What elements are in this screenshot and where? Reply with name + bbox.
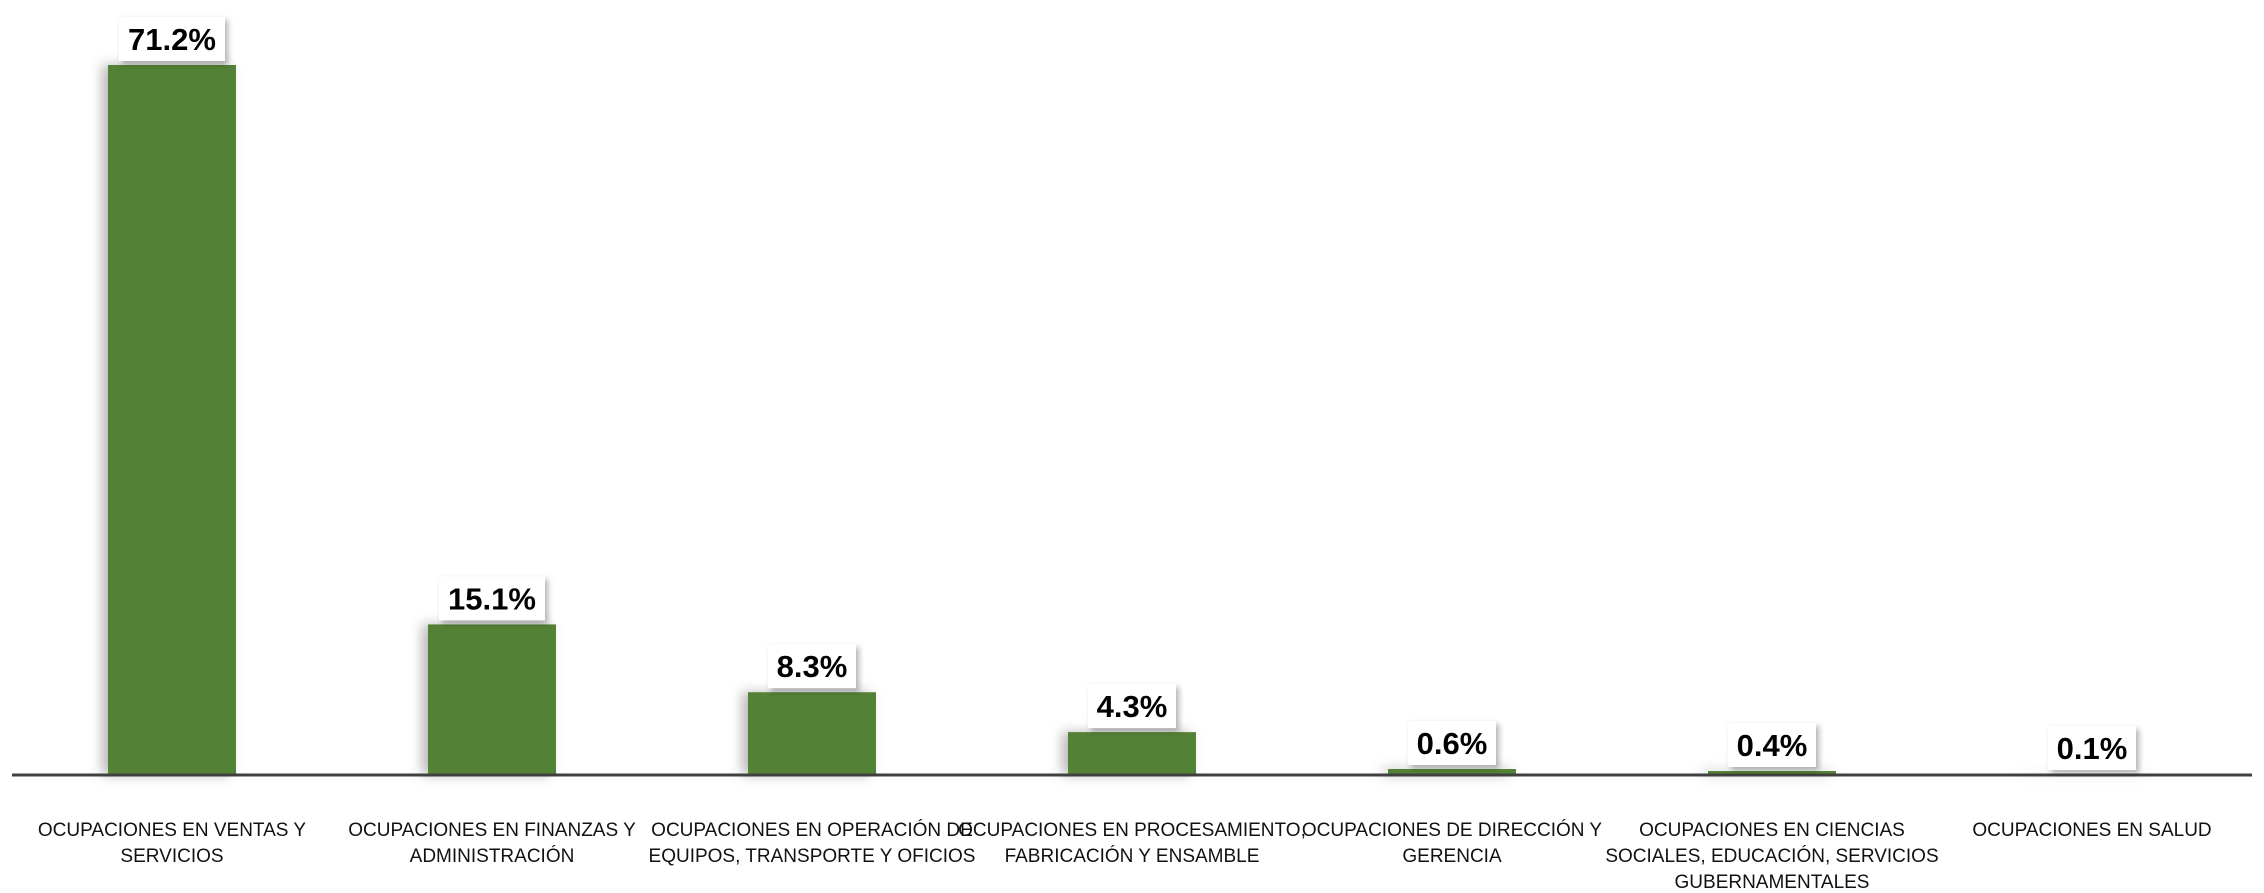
category-label-line: OCUPACIONES DE DIRECCIÓN Y <box>1302 819 1603 841</box>
category-label-line: GERENCIA <box>1402 846 1502 867</box>
category-label-2: OCUPACIONES EN FINANZAS Y ADMINISTRACIÓN <box>348 820 636 867</box>
category-label-line: EQUIPOS, TRANSPORTE Y OFICIOS <box>649 846 976 867</box>
data-label-1: 71.2% <box>128 22 216 57</box>
bar-6 <box>1708 771 1836 775</box>
category-label-3: OCUPACIONES EN OPERACIÓN DE EQUIPOS, TRAN… <box>649 819 976 867</box>
data-label-6: 0.4% <box>1737 728 1808 763</box>
data-label-3: 8.3% <box>777 649 848 684</box>
data-label-5: 0.6% <box>1417 726 1488 761</box>
category-label-line: OCUPACIONES EN CIENCIAS <box>1639 820 1905 841</box>
category-label-line: SERVICIOS <box>120 846 223 867</box>
category-label-line: FABRICACIÓN Y ENSAMBLE <box>1005 845 1260 867</box>
data-label-box-5 <box>1408 721 1496 766</box>
data-label-4: 4.3% <box>1097 689 1168 724</box>
category-label-line: OCUPACIONES EN PROCESAMIENTO, <box>958 820 1306 841</box>
category-label-line: ADMINISTRACIÓN <box>410 845 575 867</box>
data-label-box-2 <box>439 576 545 621</box>
category-label-line: OCUPACIONES EN VENTAS Y <box>38 820 306 841</box>
bar-5 <box>1388 769 1516 775</box>
data-label-box-4 <box>1088 684 1176 729</box>
data-labels-group: 71.2% 15.1% 8.3% 4.3% 0.6% 0.4% 0.1% <box>119 17 2136 770</box>
category-labels-group: OCUPACIONES EN VENTAS Y SERVICIOSOCUPACIO… <box>38 819 2212 893</box>
category-label-line: SOCIALES, EDUCACIÓN, SERVICIOS <box>1605 845 1938 867</box>
category-label-line: GUBERNAMENTALES <box>1675 872 1870 893</box>
category-label-6: OCUPACIONES EN CIENCIAS SOCIALES, EDUCACI… <box>1605 820 1938 893</box>
category-label-line: OCUPACIONES EN SALUD <box>1972 820 2211 841</box>
data-label-box-6 <box>1728 723 1816 768</box>
category-label-4: OCUPACIONES EN PROCESAMIENTO, FABRICACIÓN… <box>958 820 1306 867</box>
category-label-1: OCUPACIONES EN VENTAS Y SERVICIOS <box>38 820 306 867</box>
bar-3 <box>748 692 876 775</box>
bar-1 <box>108 65 236 775</box>
bars-group <box>108 65 2156 775</box>
category-label-5: OCUPACIONES DE DIRECCIÓN Y GERENCIA <box>1302 819 1603 867</box>
category-label-line: OCUPACIONES EN OPERACIÓN DE <box>651 819 973 841</box>
data-label-7: 0.1% <box>2057 731 2128 766</box>
data-label-box-7 <box>2048 726 2136 770</box>
bar-4 <box>1068 732 1196 775</box>
data-label-2: 15.1% <box>448 581 536 616</box>
data-label-box-3 <box>768 644 856 689</box>
category-label-line: OCUPACIONES EN FINANZAS Y <box>348 820 636 841</box>
data-label-box-1 <box>119 17 225 61</box>
bar-2 <box>428 624 556 775</box>
category-label-7: OCUPACIONES EN SALUD <box>1972 820 2211 841</box>
